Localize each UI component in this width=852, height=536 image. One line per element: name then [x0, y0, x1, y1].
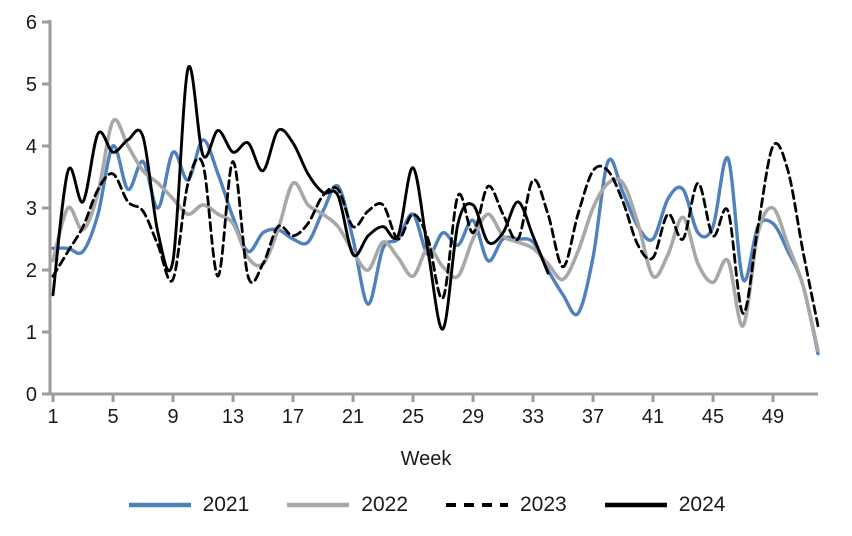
y-axis-tick-label: 3 [26, 198, 37, 220]
x-axis-title: Week [400, 448, 452, 470]
y-axis-tick-label: 6 [26, 12, 37, 34]
y-axis-tick-label: 2 [26, 260, 37, 282]
x-axis-tick-label: 37 [582, 406, 604, 428]
y-axis-tick-label: 1 [26, 322, 37, 344]
x-axis-tick-label: 1 [47, 406, 58, 428]
legend-item-2023: 2023 [444, 494, 567, 515]
y-axis-tick-label: 5 [26, 74, 37, 96]
legend-swatch-2022 [287, 502, 350, 507]
legend-label-2024: 2024 [678, 493, 726, 516]
x-axis-tick-label: 9 [167, 406, 178, 428]
x-axis-tick-label: 41 [642, 406, 664, 428]
x-axis-tick-label: 17 [282, 406, 304, 428]
legend-swatch-2023 [446, 502, 508, 507]
series-line-2024 [51, 64, 550, 331]
series-line-2023 [51, 142, 820, 328]
series-line-2022 [51, 117, 820, 353]
x-axis-tick-label: 45 [702, 406, 724, 428]
chart-legend: 2021 2022 2023 2024 [0, 494, 852, 515]
legend-item-2022: 2022 [285, 494, 408, 515]
legend-swatch-2024 [604, 502, 667, 507]
x-axis-tick-label: 25 [402, 406, 424, 428]
legend-item-2021: 2021 [127, 493, 250, 516]
legend-swatch-2021 [128, 502, 191, 507]
y-axis-tick-label: 4 [26, 136, 37, 158]
x-axis-tick-label: 5 [107, 406, 118, 428]
y-axis-tick-label: 0 [26, 384, 37, 406]
x-axis-tick-label: 13 [222, 406, 244, 428]
x-axis-tick-label: 21 [342, 406, 364, 428]
legend-label-2023: 2023 [520, 493, 567, 516]
series-line-2021 [51, 138, 820, 356]
legend-item-2024: 2024 [603, 493, 726, 516]
x-axis-tick-label: 29 [462, 406, 484, 428]
legend-label-2022: 2022 [361, 493, 408, 516]
legend-label-2021: 2021 [202, 493, 250, 516]
axes [48, 20, 818, 396]
x-axis-tick-label: 49 [762, 406, 784, 428]
x-axis-tick-label: 33 [522, 406, 544, 428]
